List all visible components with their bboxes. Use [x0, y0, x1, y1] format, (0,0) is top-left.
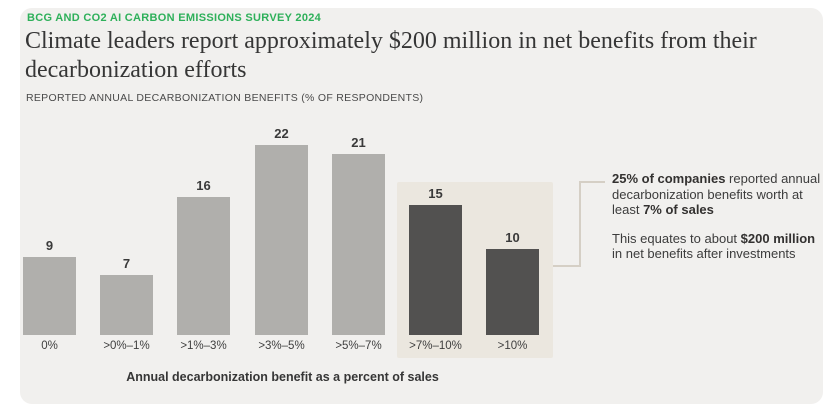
annotation-bold-sales: 7% of sales [643, 202, 714, 217]
x-tick-0%: 0% [41, 340, 58, 352]
chart-subtitle: REPORTED ANNUAL DECARBONIZATION BENEFITS… [26, 92, 424, 104]
bar->3%–5% [255, 145, 308, 335]
x-tick->5%–7%: >5%–7% [335, 340, 382, 352]
bar-value-0%: 9 [45, 238, 54, 253]
bar-value->1%–3%: 16 [196, 178, 211, 193]
bar->7%–10% [409, 205, 462, 335]
x-tick->1%–3%: >1%–3% [180, 340, 227, 352]
bar-value->10%: 10 [505, 230, 520, 245]
bar->5%–7% [332, 154, 385, 335]
annotation-text-equates: This equates to about [612, 230, 741, 246]
annotation-connector-top [579, 181, 605, 183]
annotation-text-reported: reported annual decarbonization benefits… [612, 171, 821, 217]
x-tick->7%–10%: >7%–10% [409, 340, 462, 352]
x-tick->10%: >10% [497, 340, 528, 352]
x-axis-title: Annual decarbonization benefit as a perc… [126, 370, 439, 384]
bar-value->5%–7%: 21 [351, 135, 366, 150]
bar-value->3%–5%: 22 [274, 126, 289, 141]
survey-kicker: BCG AND CO2 AI CARBON EMISSIONS SURVEY 2… [27, 12, 322, 24]
x-tick->3%–5%: >3%–5% [258, 340, 305, 352]
annotation-paragraph-2: This equates to about $200 million in ne… [612, 231, 823, 262]
bar-value->0%–1%: 7 [122, 256, 131, 271]
bar-value->7%–10%: 15 [428, 186, 443, 201]
page-title: Climate leaders report approximately $20… [25, 28, 757, 83]
annotation-connector-vertical [579, 181, 581, 267]
annotation-text: 25% of companies reported annual decarbo… [612, 171, 823, 275]
bar->0%–1% [100, 275, 153, 335]
annotation-bold-companies: 25% of companies [612, 171, 726, 186]
bar->10% [486, 249, 539, 335]
annotation-connector-bottom [553, 265, 581, 267]
x-tick->0%–1%: >0%–1% [103, 340, 150, 352]
bar->1%–3% [177, 197, 230, 335]
bar-0% [23, 257, 76, 335]
annotation-paragraph-1: 25% of companies reported annual decarbo… [612, 171, 823, 218]
annotation-bold-200m: $200 million [740, 230, 816, 246]
annotation-text-net: in net benefits after investments [612, 246, 796, 261]
